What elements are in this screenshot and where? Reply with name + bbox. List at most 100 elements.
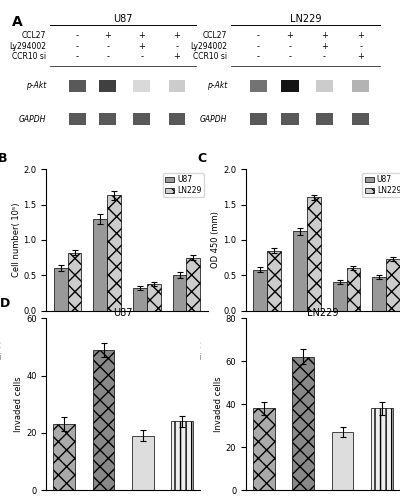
Text: -: -: [305, 342, 308, 350]
Text: CCL27: CCL27: [0, 330, 1, 339]
FancyBboxPatch shape: [133, 80, 150, 92]
Text: -: -: [65, 330, 68, 339]
Text: -: -: [76, 32, 79, 40]
Bar: [147, 284, 161, 310]
Text: -: -: [257, 32, 260, 40]
Text: +: +: [104, 330, 110, 339]
Text: +: +: [144, 330, 151, 339]
Y-axis label: Invaded cells: Invaded cells: [14, 376, 23, 432]
Text: +: +: [384, 352, 391, 362]
Text: +: +: [303, 330, 310, 339]
Legend: U87, LN229: U87, LN229: [362, 173, 400, 197]
Text: -: -: [288, 52, 291, 62]
FancyBboxPatch shape: [69, 80, 86, 92]
Text: -: -: [323, 52, 326, 62]
Bar: [293, 232, 307, 310]
Bar: [386, 259, 400, 310]
Text: +: +: [174, 52, 180, 62]
Text: +: +: [138, 32, 145, 40]
FancyBboxPatch shape: [316, 113, 333, 125]
Bar: [307, 198, 321, 310]
Bar: [54, 268, 68, 310]
Bar: [372, 276, 386, 310]
Text: -: -: [76, 42, 79, 51]
Text: B: B: [0, 152, 8, 165]
Bar: [292, 357, 314, 490]
FancyBboxPatch shape: [99, 113, 116, 125]
Bar: [371, 408, 393, 490]
Bar: [254, 270, 267, 310]
Text: +: +: [357, 52, 364, 62]
FancyBboxPatch shape: [281, 113, 298, 125]
Text: -: -: [140, 52, 143, 62]
Title: LN229: LN229: [307, 308, 339, 318]
Text: A: A: [12, 14, 22, 28]
Text: -: -: [76, 52, 79, 62]
Text: -: -: [386, 342, 389, 350]
Text: +: +: [184, 330, 191, 339]
FancyBboxPatch shape: [352, 80, 369, 92]
Text: +: +: [104, 32, 111, 40]
Text: -: -: [176, 42, 178, 51]
Text: CCR10 si: CCR10 si: [0, 352, 1, 362]
Bar: [171, 422, 193, 490]
Text: CCL27: CCL27: [22, 32, 46, 40]
Bar: [346, 268, 360, 310]
Text: +: +: [344, 330, 350, 339]
Bar: [93, 218, 107, 310]
Text: -: -: [65, 342, 68, 350]
FancyBboxPatch shape: [99, 80, 116, 92]
Y-axis label: Cell number( 10⁵): Cell number( 10⁵): [12, 202, 21, 277]
FancyBboxPatch shape: [133, 113, 150, 125]
Text: CCL27: CCL27: [176, 330, 201, 339]
Bar: [68, 252, 82, 310]
Legend: U87, LN229: U87, LN229: [163, 173, 204, 197]
Text: +: +: [357, 32, 364, 40]
Text: -: -: [288, 42, 291, 51]
Text: -: -: [257, 42, 260, 51]
Text: +: +: [344, 342, 350, 350]
Text: U87: U87: [114, 14, 133, 24]
Text: D: D: [0, 296, 10, 310]
Text: Ly294002: Ly294002: [10, 42, 46, 51]
FancyBboxPatch shape: [168, 113, 186, 125]
Text: -: -: [106, 52, 109, 62]
Text: -: -: [265, 330, 268, 339]
FancyBboxPatch shape: [168, 80, 186, 92]
FancyBboxPatch shape: [352, 113, 369, 125]
Bar: [186, 258, 200, 310]
Text: Ly294002: Ly294002: [164, 342, 201, 350]
Bar: [93, 350, 114, 490]
Text: p-Akt: p-Akt: [207, 81, 227, 90]
Text: CCR10 si: CCR10 si: [193, 52, 227, 62]
Text: CCR10 si: CCR10 si: [12, 52, 46, 62]
Text: Ly294002: Ly294002: [190, 42, 227, 51]
FancyBboxPatch shape: [250, 113, 267, 125]
Bar: [333, 282, 346, 310]
Text: CCL27: CCL27: [202, 32, 227, 40]
Bar: [173, 275, 186, 310]
Text: -: -: [105, 342, 108, 350]
FancyBboxPatch shape: [281, 80, 298, 92]
Bar: [253, 408, 275, 490]
Text: -: -: [257, 52, 260, 62]
Text: -: -: [359, 42, 362, 51]
Y-axis label: OD 450 (mm): OD 450 (mm): [212, 212, 220, 268]
Text: -: -: [305, 352, 308, 362]
Text: C: C: [198, 152, 207, 165]
Bar: [332, 432, 353, 490]
Text: -: -: [265, 342, 268, 350]
Text: GAPDH: GAPDH: [19, 114, 46, 124]
Text: Ly294002: Ly294002: [0, 342, 1, 350]
Text: -: -: [106, 42, 109, 51]
Text: p-Akt: p-Akt: [26, 81, 46, 90]
Bar: [107, 196, 121, 310]
Text: GAPDH: GAPDH: [200, 114, 227, 124]
Text: +: +: [138, 42, 145, 51]
Bar: [133, 288, 147, 310]
FancyBboxPatch shape: [69, 113, 86, 125]
Text: +: +: [321, 32, 328, 40]
Text: CCR10 si: CCR10 si: [167, 352, 201, 362]
Text: -: -: [186, 342, 189, 350]
Text: +: +: [286, 32, 293, 40]
